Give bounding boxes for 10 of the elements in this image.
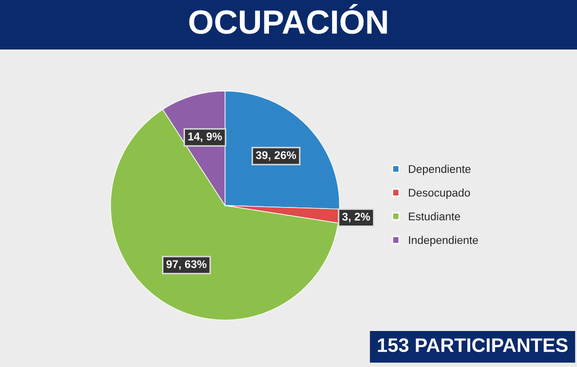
legend-label: Dependiente: [408, 164, 471, 176]
data-label: 39, 26%: [256, 151, 296, 161]
legend-label: Independiente: [409, 236, 478, 246]
data-label: 14, 9%: [188, 132, 222, 142]
data-label: 3, 2%: [342, 212, 370, 222]
text: 153 PARTICIPANTES: [378, 338, 568, 352]
legend-label: Desocupado: [408, 188, 470, 199]
data-label: 97, 63%: [166, 260, 207, 270]
chart-title: OCUPACIÓN: [189, 4, 387, 34]
legend-label: Estudiante: [408, 212, 460, 220]
